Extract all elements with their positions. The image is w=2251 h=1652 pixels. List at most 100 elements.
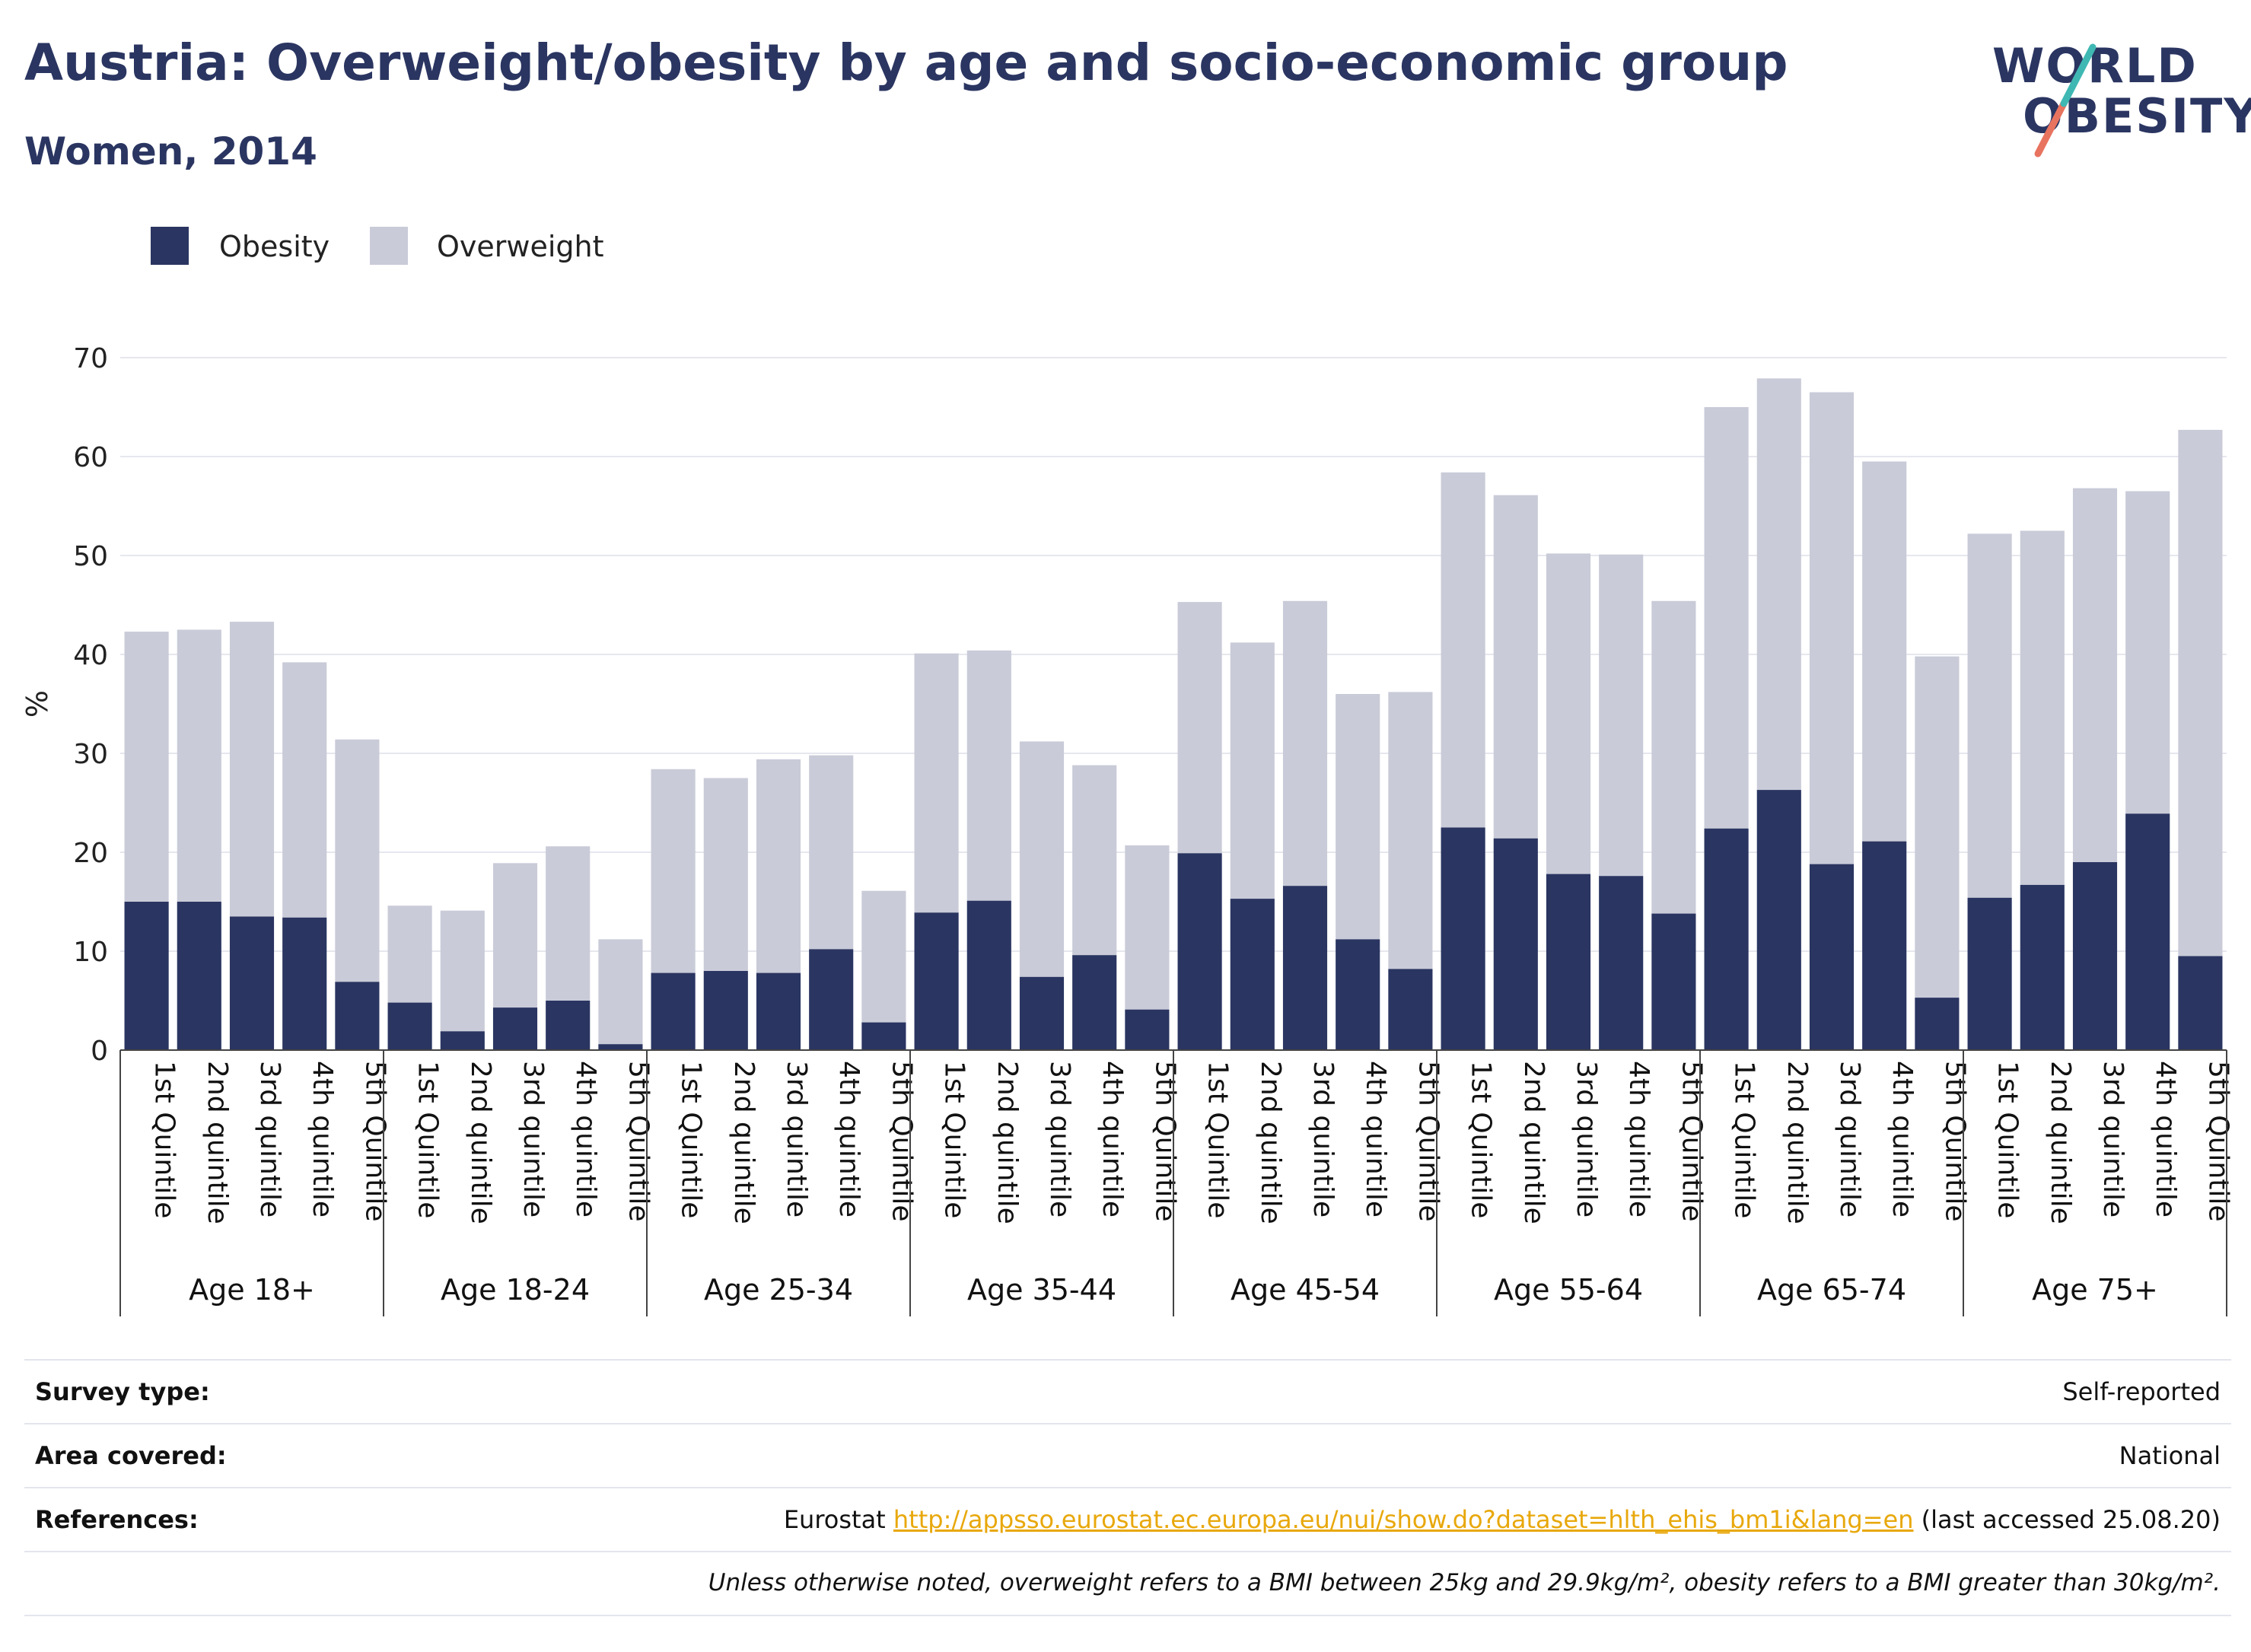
bar-obesity <box>177 902 221 1050</box>
bar-obesity <box>703 971 748 1050</box>
bar-obesity <box>809 949 854 1050</box>
references-suffix: (last accessed 25.08.20) <box>1913 1505 2221 1534</box>
bar-overweight <box>1282 600 1328 886</box>
y-axis-label: % <box>21 690 54 718</box>
bar-obesity <box>2020 884 2065 1050</box>
references-link[interactable]: http://appsso.eurostat.ec.europa.eu/nui/… <box>893 1505 1914 1534</box>
bar-overweight <box>2020 530 2065 885</box>
x-tick-label: 5th Quintile <box>359 1061 390 1222</box>
x-tick-label: 4th quintile <box>2150 1061 2181 1218</box>
bar-overweight <box>809 755 854 950</box>
y-tick-label: 10 <box>73 937 108 968</box>
bar-overweight <box>1756 378 1801 791</box>
x-tick-label: 1st Quintile <box>676 1061 707 1218</box>
x-tick-label: 4th quintile <box>1360 1061 1391 1218</box>
bar-obesity <box>1336 939 1380 1050</box>
bar-overweight <box>1704 407 1749 829</box>
bar-obesity <box>1493 838 1538 1050</box>
stacked-bar-chart: 0 10 20 30 40 50 60 70% 1st Quintile 2nd quintile… <box>21 343 2233 1316</box>
x-tick-label: 4th quintile <box>1097 1061 1128 1218</box>
x-tick-label: 2nd quintile <box>1255 1061 1286 1224</box>
bar-overweight <box>335 739 380 982</box>
bar-obesity <box>1599 876 1644 1050</box>
bar-overweight <box>2072 488 2118 862</box>
world-obesity-logo: WORLD OBESITY <box>1979 30 2251 160</box>
x-tick-label: 4th quintile <box>307 1061 338 1218</box>
x-tick-label: 2nd quintile <box>1518 1061 1549 1224</box>
x-tick-label: 2nd quintile <box>465 1061 496 1224</box>
x-tick-label: 2nd quintile <box>1781 1061 1813 1224</box>
group-label: Age 45-54 <box>1231 1273 1380 1307</box>
bar-obesity <box>2178 956 2223 1050</box>
bar-overweight <box>1125 845 1170 1010</box>
x-tick-label: 3rd quintile <box>517 1061 549 1218</box>
bar-obesity <box>1177 853 1222 1050</box>
x-tick-label: 5th Quintile <box>1149 1061 1180 1222</box>
bar-overweight <box>1388 692 1433 969</box>
bar-obesity <box>2125 813 2170 1050</box>
x-tick-label: 3rd quintile <box>1044 1061 1075 1218</box>
references-value: Eurostat http://appsso.eurostat.ec.europ… <box>784 1505 2221 1534</box>
bar-obesity <box>756 972 801 1050</box>
bar-overweight <box>914 653 959 913</box>
x-tick-label: 3rd quintile <box>1571 1061 1602 1218</box>
bar-obesity <box>387 1002 432 1050</box>
group-label: Age 55-64 <box>1494 1273 1643 1307</box>
bar-obesity <box>1546 874 1591 1050</box>
x-tick-label: 5th Quintile <box>622 1061 654 1222</box>
x-tick-label: 5th Quintile <box>1939 1061 1970 1222</box>
bar-overweight <box>546 846 591 1001</box>
legend-label-overweight: Overweight <box>437 230 604 263</box>
group-label: Age 35-44 <box>967 1273 1116 1307</box>
bar-overweight <box>1230 642 1275 899</box>
bar-overweight <box>966 650 1011 901</box>
y-tick-label: 70 <box>73 343 108 374</box>
bar-overweight <box>1967 533 2012 898</box>
info-row-references: References: Eurostat http://appsso.euros… <box>24 1487 2231 1551</box>
bar-overweight <box>598 939 643 1045</box>
bar-obesity <box>1441 827 1485 1050</box>
bar-obesity <box>546 1001 591 1050</box>
bar-obesity <box>598 1044 643 1050</box>
info-row-survey-type: Survey type: Self-reported <box>24 1359 2231 1423</box>
x-tick-label: 2nd quintile <box>992 1061 1023 1224</box>
bar-overweight <box>387 906 432 1003</box>
x-tick-label: 1st Quintile <box>1202 1061 1234 1218</box>
bar-obesity <box>1072 955 1117 1050</box>
info-row-area: Area covered: National <box>24 1423 2231 1487</box>
bar-overweight <box>1336 694 1380 940</box>
group-label: Age 18-24 <box>441 1273 590 1307</box>
bar-obesity <box>1651 913 1696 1050</box>
x-tick-label: 3rd quintile <box>1307 1061 1339 1218</box>
bar-obesity <box>651 972 696 1050</box>
y-tick-label: 40 <box>73 640 108 671</box>
x-tick-label: 3rd quintile <box>781 1061 812 1218</box>
x-tick-label: 2nd quintile <box>202 1061 233 1224</box>
info-table: Survey type: Self-reported Area covered:… <box>24 1359 2231 1616</box>
x-tick-label: 4th quintile <box>570 1061 601 1218</box>
group-label: Age 75+ <box>2032 1273 2158 1307</box>
bar-overweight <box>861 890 906 1023</box>
survey-type-value: Self-reported <box>2062 1377 2221 1406</box>
x-tick-label: 1st Quintile <box>939 1061 970 1218</box>
y-tick-label: 20 <box>73 838 108 869</box>
bar-obesity <box>1019 976 1065 1050</box>
bar-overweight <box>756 759 801 973</box>
x-tick-label: 5th Quintile <box>1412 1061 1444 1222</box>
y-tick-label: 60 <box>73 442 108 473</box>
bar-obesity <box>1704 828 1749 1050</box>
group-label: Age 25-34 <box>704 1273 853 1307</box>
bar-overweight <box>124 632 169 902</box>
bar-overweight <box>1072 765 1117 956</box>
bar-overweight <box>703 778 748 971</box>
bar-obesity <box>1388 969 1433 1050</box>
x-tick-label: 2nd quintile <box>2045 1061 2076 1224</box>
y-tick-label: 30 <box>73 739 108 770</box>
bar-obesity <box>966 900 1011 1050</box>
x-tick-label: 1st Quintile <box>1992 1061 2023 1218</box>
bar-overweight <box>1019 741 1065 977</box>
bar-overweight <box>1177 602 1222 854</box>
bmi-definition-note: Unless otherwise noted, overweight refer… <box>708 1569 2221 1596</box>
bar-obesity <box>1125 1009 1170 1050</box>
bar-overweight <box>282 662 327 918</box>
